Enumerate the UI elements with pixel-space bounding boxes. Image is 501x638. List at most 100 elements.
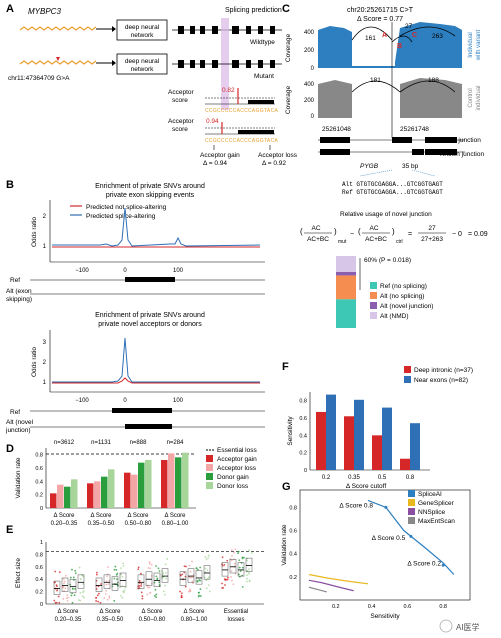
eq-den-val: 27+263 [421, 236, 443, 243]
g-xtick: 0.8 [439, 604, 447, 610]
acceptor-score-label-1b: score [172, 97, 188, 104]
e-box [69, 578, 77, 594]
e-box [137, 574, 145, 589]
d-xrange: 0.20–0.35 [51, 521, 78, 527]
panel-b-title-1b: private exon skipping events [106, 192, 195, 199]
acceptor-score-label-2b: score [172, 126, 188, 133]
d-bar [138, 462, 145, 508]
watermark: AI医学 [456, 622, 480, 632]
junction-count-27: 27 [405, 23, 413, 30]
panel-c: C chr20:25261715 C>T Δ Score = 0.77 Cove… [282, 3, 488, 328]
g-legend-text: GeneSplicer [418, 500, 455, 507]
d-n-label: n=3612 [54, 440, 75, 446]
legend-swatch [206, 464, 213, 471]
g-legend-text: SpliceAI [418, 491, 442, 498]
g-xtick: 0.6 [404, 604, 412, 610]
chart-f: Sensitivity 0 0.2 0.4 0.6 0.8 0.2 0.35 0.5 0.8 Δ S… [287, 366, 473, 490]
legend-swatch [370, 292, 377, 299]
e-box [203, 565, 211, 580]
e-ytick: 0.4 [35, 577, 43, 583]
f-bar-near [382, 407, 392, 470]
arrow-head [112, 26, 116, 32]
f-bar-near [354, 399, 364, 470]
g-xtick: 0.4 [368, 604, 376, 610]
g-ytick: 0.8 [289, 505, 297, 511]
curve-not-splice-2 [52, 377, 260, 384]
eq-27: 27 [428, 225, 436, 232]
panel-b-ylabel-2: Odds ratio [31, 347, 38, 377]
gene-name: MYBPC3 [28, 7, 61, 16]
legend-text: Alt (NMD) [380, 313, 409, 320]
d-bar [64, 486, 71, 508]
tick: 400 [304, 30, 315, 36]
eq-num-1: AC [311, 225, 320, 232]
e-box [53, 580, 61, 595]
ref-sequence: Ref GTGTGCGAGGA...GTCGGTGAGT [342, 189, 443, 196]
bp-label: 35 bp [402, 163, 419, 170]
chart-g: Validation rate Sensitivity 0.2 0.4 0.6 0.8 0.… [281, 489, 471, 620]
variant-title: chr20:25261715 C>T [347, 7, 414, 14]
g-point [441, 563, 445, 567]
d-bar [57, 484, 64, 508]
gene-pygb: PYGB [360, 163, 379, 170]
eq-open-1: ( [300, 227, 303, 236]
legend-swatch [370, 282, 377, 289]
ref-label-2: Ref [10, 409, 20, 416]
e-essential: Essential [224, 609, 248, 615]
e-ylabel: Effect size [15, 558, 22, 588]
d-ytick: 0.6 [35, 466, 43, 472]
e-ytick: 1 [40, 540, 43, 546]
dnn-box-2 [116, 53, 168, 75]
alt-label-2: Alt (novel [6, 419, 34, 426]
e-box [145, 571, 153, 586]
d-bar [124, 472, 131, 508]
with-variant-label: with variant [476, 30, 482, 62]
f-bar-deep [372, 435, 382, 470]
g-annotation: Δ Score 0.8 [339, 502, 373, 509]
legend-swatch [206, 482, 213, 489]
g-annotation: Δ Score 0.5 [372, 535, 406, 542]
g-curve [308, 586, 327, 593]
ref-label-1: Ref [10, 277, 20, 284]
relative-usage-title: Relative usage of novel junction [340, 211, 432, 218]
tick: 3 [43, 340, 47, 346]
f-ylabel: Sensitivity [287, 416, 294, 446]
d-ylabel: Validation rate [15, 457, 22, 498]
f-bar-near [410, 423, 420, 470]
alt-label-1b: skipping) [6, 296, 32, 303]
d-n-label: n=1131 [91, 440, 111, 446]
f-xlabel: Δ Score cutoff [346, 483, 387, 490]
splicing-prediction-label: Splicing prediction [225, 7, 282, 14]
g-annotation: Δ Score 0.2 [407, 560, 441, 567]
g-curve [308, 579, 354, 592]
d-bar [161, 460, 168, 508]
control-individual-label: individual [476, 85, 482, 110]
dnn-box-1 [116, 19, 168, 41]
d-legend-text: Donor loss [217, 483, 249, 490]
e-box [237, 562, 245, 577]
mutant-label: Mutant [254, 73, 274, 80]
panel-b-ylabel-1: Odds ratio [31, 217, 38, 247]
d-bar [101, 476, 108, 508]
legend-swatch [206, 473, 213, 480]
individual-label: Individual [468, 32, 474, 57]
eq-num-2: AC [369, 225, 378, 232]
e-box [221, 562, 229, 577]
coverage-control [318, 78, 462, 118]
chart-d: Validation rate 0 0.2 0.4 0.6 0.8 n=3612 Δ Scor… [15, 440, 257, 527]
d-xrange: 0.50–0.80 [125, 521, 152, 527]
f-bar-deep [400, 458, 410, 470]
g-curve [367, 499, 455, 575]
d-n-label: n=284 [167, 440, 185, 446]
tick: 0 [311, 114, 315, 120]
tick: 200 [304, 48, 315, 54]
letter-a: A [382, 32, 387, 39]
curve-splice-1 [52, 207, 261, 247]
d-ytick: 0.8 [35, 453, 43, 459]
g-ytick: 0.2 [289, 575, 297, 581]
e-xrange: 0.50–0.80 [139, 617, 166, 623]
letter-b: B [397, 43, 402, 50]
d-bar [50, 493, 57, 508]
d-bar [182, 452, 189, 508]
wt-sequence [19, 26, 97, 31]
